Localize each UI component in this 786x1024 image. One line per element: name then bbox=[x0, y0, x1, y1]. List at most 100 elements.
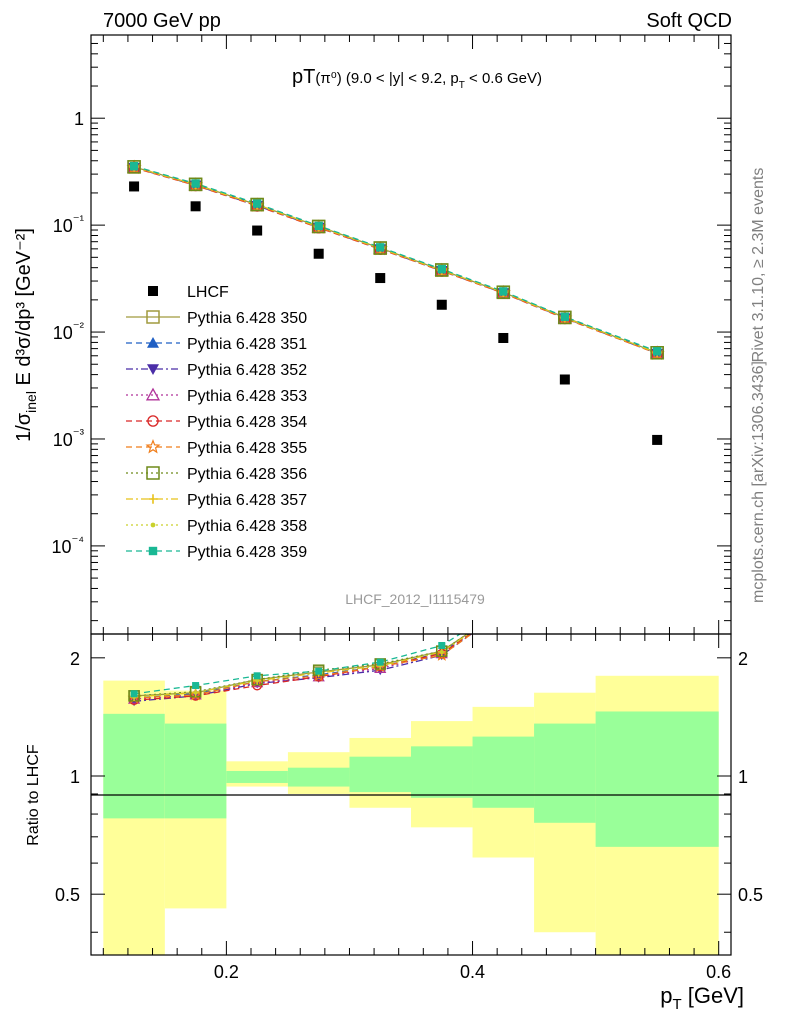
ratio-band-green-6 bbox=[472, 736, 535, 808]
legend-label-8: Pythia 6.428 358 bbox=[187, 518, 307, 535]
ratio-band-green-2 bbox=[226, 770, 288, 783]
ratio-series-9-point-2 bbox=[253, 672, 261, 680]
ratio-series-9-point-1 bbox=[192, 682, 200, 690]
legend-marker-3 bbox=[145, 387, 161, 401]
lhcf-point-6 bbox=[498, 332, 509, 343]
legend-label-2: Pythia 6.428 352 bbox=[187, 362, 307, 379]
ratio-series-8-point-1 bbox=[193, 690, 198, 695]
legend-label-9: Pythia 6.428 359 bbox=[187, 544, 307, 561]
series-9-point-7 bbox=[560, 312, 570, 321]
series-9-point-0 bbox=[129, 161, 139, 171]
x-tick-label-2: 0.6 bbox=[706, 962, 731, 982]
ratio-series-9-point-4 bbox=[376, 658, 384, 666]
series-9-point-8 bbox=[652, 347, 662, 356]
rivet-version-label: Rivet 3.1.10, ≥ 2.3M events bbox=[750, 168, 767, 363]
legend-label-3: Pythia 6.428 353 bbox=[187, 388, 307, 405]
legend: LHCF Pythia 6.428 350 Pythia 6.428 351 Pyth… bbox=[126, 284, 307, 561]
series-6-point-7 bbox=[558, 310, 572, 325]
legend-marker-7 bbox=[148, 494, 158, 504]
x-tick-label-0: 0.2 bbox=[214, 962, 239, 982]
legend-lhcf-marker bbox=[148, 286, 158, 296]
series-6-point-0 bbox=[127, 160, 141, 174]
y-tick-label-3: 10⁻³ bbox=[53, 426, 85, 450]
ratio-tick-label-left-0: 0.5 bbox=[55, 885, 80, 905]
series-6-point-6 bbox=[496, 285, 511, 299]
lhcf-point-4 bbox=[375, 273, 386, 284]
ratio-tick-label-right-2: 2 bbox=[738, 649, 748, 669]
ratio-series-5-point-3 bbox=[312, 668, 326, 682]
series-line-8 bbox=[133, 166, 658, 354]
y-tick-label-2: 10⁻² bbox=[53, 319, 85, 343]
analysis-watermark: LHCF_2012_I1115479 bbox=[345, 591, 485, 607]
ratio-markers bbox=[127, 641, 449, 707]
ratio-series-9-point-5 bbox=[438, 641, 446, 649]
header-beam-label: 7000 GeV pp bbox=[103, 10, 221, 32]
series-9-point-4 bbox=[376, 243, 385, 252]
header-category-label: Soft QCD bbox=[646, 10, 732, 32]
legend-label-4: Pythia 6.428 354 bbox=[187, 414, 307, 431]
ratio-band-green-7 bbox=[534, 723, 596, 823]
series-markers bbox=[126, 159, 665, 360]
ratio-line-9 bbox=[134, 634, 462, 695]
plot-title: pT(π⁰) (9.0 < |y| < 9.2, pT < 0.6 GeV) bbox=[292, 66, 542, 91]
series-9-point-6 bbox=[499, 287, 508, 296]
ratio-line-1 bbox=[134, 634, 470, 699]
legend-label-7: Pythia 6.428 357 bbox=[187, 492, 307, 509]
lhcf-point-7 bbox=[559, 374, 570, 385]
axis-tick-labels: 0.2 0.4 0.6 1 10⁻¹ 10⁻² 10⁻³ 10⁻⁴ 0.5 0.5 1 1 2 2 bbox=[52, 109, 764, 982]
ratio-series-9-point-3 bbox=[315, 667, 323, 675]
lhcf-point-8 bbox=[652, 434, 663, 445]
lhcf-data-points bbox=[129, 181, 663, 445]
axis-ticks bbox=[91, 34, 731, 955]
y-axis-label: 1/σinel E d³σ/dp³ [GeV⁻²] bbox=[13, 228, 39, 442]
lhcf-point-1 bbox=[190, 201, 201, 212]
ratio-series-8-point-5 bbox=[439, 649, 444, 654]
ratio-tick-label-left-2: 2 bbox=[70, 649, 80, 669]
series-9-point-3 bbox=[314, 221, 323, 231]
x-tick-label-1: 0.4 bbox=[460, 962, 485, 982]
legend-label-5: Pythia 6.428 355 bbox=[187, 440, 307, 457]
lhcf-point-0 bbox=[129, 181, 140, 192]
ratio-y-axis-label: Ratio to LHCF bbox=[25, 744, 42, 846]
legend-label-6: Pythia 6.428 356 bbox=[187, 466, 307, 483]
ratio-band-green-3 bbox=[287, 767, 350, 787]
ratio-band-green-0 bbox=[103, 713, 165, 819]
ratio-tick-label-right-1: 1 bbox=[738, 767, 748, 787]
mcplots-label: mcplots.cern.ch [arXiv:1306.3436] bbox=[750, 361, 767, 603]
legend-marker-0 bbox=[146, 310, 160, 324]
ratio-tick-label-left-1: 1 bbox=[70, 767, 80, 787]
y-tick-label-1: 10⁻¹ bbox=[53, 212, 85, 236]
series-9-point-1 bbox=[191, 179, 200, 188]
series-6-point-8 bbox=[650, 346, 664, 360]
lhcf-point-5 bbox=[436, 299, 447, 310]
x-axis-label: pT [GeV] bbox=[660, 983, 744, 1013]
ratio-tick-label-right-0: 0.5 bbox=[738, 885, 763, 905]
series-6-point-4 bbox=[373, 241, 387, 255]
series-6-point-5 bbox=[435, 263, 449, 277]
legend-label-1: Pythia 6.428 351 bbox=[187, 336, 307, 353]
ratio-uncertainty-bands bbox=[103, 675, 719, 955]
lhcf-point-2 bbox=[252, 225, 263, 236]
y-tick-label-0: 1 bbox=[74, 109, 84, 129]
ratio-band-green-4 bbox=[349, 756, 411, 793]
series-6-point-3 bbox=[311, 219, 326, 234]
ratio-series-9-point-0 bbox=[130, 690, 138, 698]
legend-marker-6 bbox=[146, 466, 160, 480]
ratio-series-5-point-5 bbox=[435, 648, 449, 661]
legend-marker-5 bbox=[145, 439, 161, 454]
legend-marker-9 bbox=[148, 546, 158, 556]
series-9-point-2 bbox=[252, 199, 262, 208]
legend-marker-2 bbox=[147, 364, 159, 375]
series-6-point-2 bbox=[250, 197, 264, 212]
y-tick-label-4: 10⁻⁴ bbox=[52, 533, 84, 557]
ratio-band-green-8 bbox=[595, 711, 719, 847]
legend-marker-1 bbox=[147, 337, 159, 348]
series-6-point-1 bbox=[188, 177, 203, 192]
legend-marker-4 bbox=[147, 415, 159, 427]
ratio-series-8-point-2 bbox=[255, 678, 260, 683]
ratio-band-green-1 bbox=[164, 723, 227, 819]
legend-label-0: Pythia 6.428 350 bbox=[187, 310, 307, 327]
ratio-line-5 bbox=[134, 634, 473, 699]
legend-label-lhcf: LHCF bbox=[187, 284, 229, 301]
